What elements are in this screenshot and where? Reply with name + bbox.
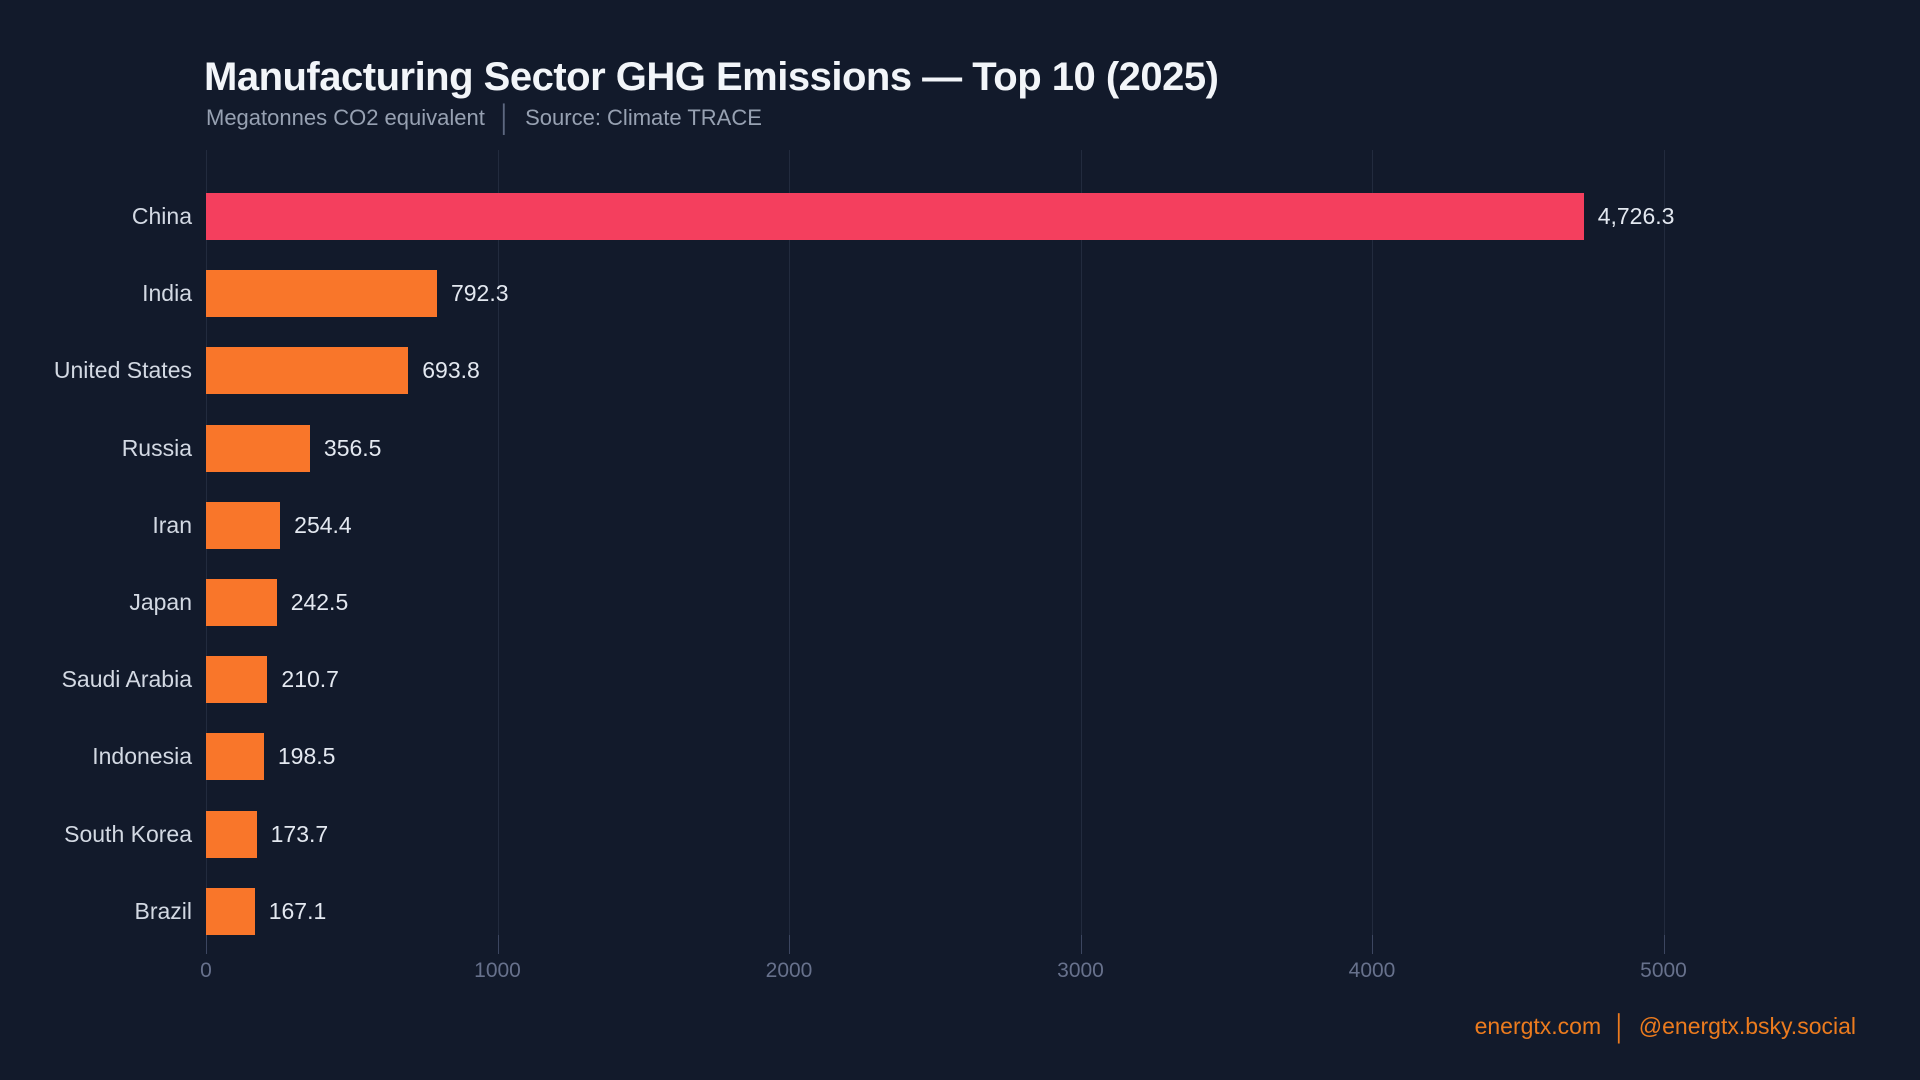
bar <box>206 733 264 781</box>
subtitle-source-label: Source: Climate TRACE <box>525 105 762 130</box>
value-label: 693.8 <box>422 357 480 384</box>
bar <box>206 579 277 626</box>
value-label: 198.5 <box>277 743 336 770</box>
gridline <box>1663 150 1665 935</box>
bar <box>206 656 268 704</box>
category-label: United States <box>53 357 192 384</box>
bar <box>206 347 409 395</box>
x-axis-tick <box>497 935 499 954</box>
value-label: 254.4 <box>294 511 352 538</box>
subtitle-unit-label: Megatonnes CO2 equivalent <box>206 105 485 130</box>
category-label: Japan <box>129 589 192 615</box>
chart-title: Manufacturing Sector GHG Emissions — Top… <box>204 55 1219 99</box>
gridline <box>497 150 499 935</box>
footer-social-handle[interactable]: @energtx.bsky.social <box>1638 1013 1856 1039</box>
bar <box>206 193 1584 240</box>
value-label: 4,726.3 <box>1597 203 1675 229</box>
value-label: 210.7 <box>281 666 339 693</box>
category-label: South Korea <box>64 820 192 847</box>
footer-separator: │ <box>1612 1014 1628 1042</box>
value-label: 242.5 <box>290 589 349 615</box>
bar <box>206 270 437 318</box>
subtitle-separator: │ <box>496 103 514 133</box>
bar <box>206 887 255 935</box>
gridline <box>1372 150 1373 935</box>
x-axis-tick <box>206 935 207 954</box>
footer-site-link[interactable]: energtx.com <box>1474 1013 1602 1039</box>
x-axis-tick-label: 2000 <box>765 959 813 982</box>
value-label: 792.3 <box>450 280 509 307</box>
category-label: Saudi Arabia <box>61 666 192 693</box>
value-label: 173.7 <box>270 820 329 847</box>
x-axis-tick <box>1372 935 1373 954</box>
value-label: 167.1 <box>268 897 327 924</box>
x-axis-tick <box>789 935 790 954</box>
value-label: 356.5 <box>323 434 382 461</box>
gridline <box>1080 150 1082 935</box>
bar <box>206 810 257 858</box>
x-axis-tick-label: 3000 <box>1057 959 1104 982</box>
bar <box>206 501 281 549</box>
x-axis-tick <box>1663 935 1665 954</box>
category-label: Iran <box>152 511 192 538</box>
x-axis-tick-label: 5000 <box>1640 959 1687 982</box>
x-axis-tick-label: 0 <box>200 959 212 982</box>
category-label: India <box>142 280 192 307</box>
category-label: Brazil <box>134 897 192 924</box>
gridline <box>789 150 790 935</box>
category-label: China <box>131 203 192 229</box>
bar <box>206 424 310 472</box>
chart-subtitle: Megatonnes CO2 equivalent │ Source: Climat… <box>206 105 762 131</box>
x-axis-tick-label: 1000 <box>474 959 521 982</box>
footer-credit: energtx.com │ @energtx.bsky.social <box>1475 1013 1856 1043</box>
x-axis-tick <box>1080 935 1082 954</box>
category-label: Indonesia <box>92 743 192 770</box>
x-axis-tick-label: 4000 <box>1348 959 1396 982</box>
category-label: Russia <box>121 434 192 461</box>
